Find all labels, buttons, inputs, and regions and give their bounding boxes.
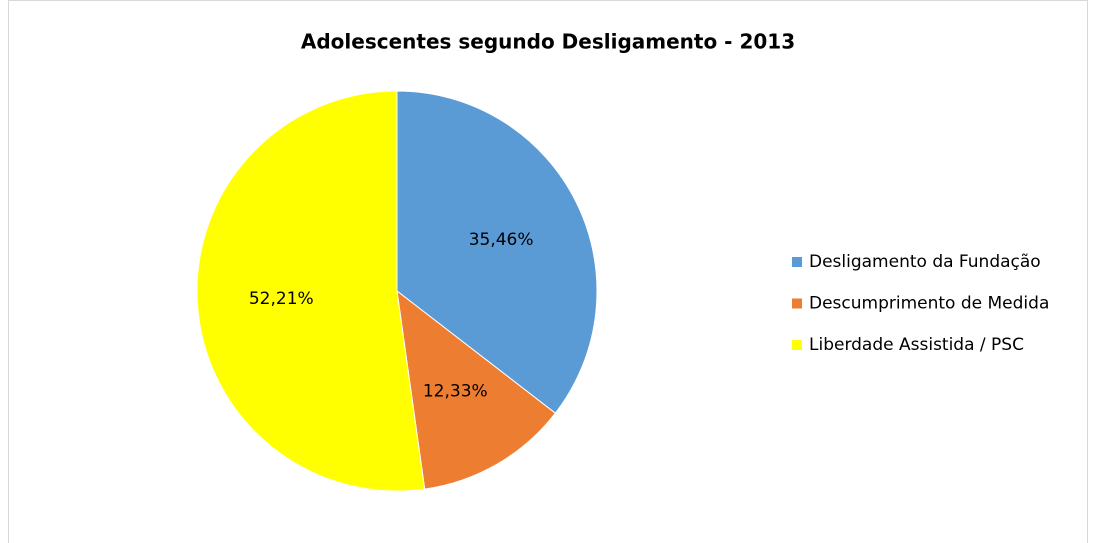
data-label: 35,46% xyxy=(469,230,534,250)
data-label: 12,33% xyxy=(423,381,488,401)
data-label: 52,21% xyxy=(249,289,314,309)
legend-label: Descumprimento de Medida xyxy=(809,294,1049,314)
legend-label: Desligamento da Fundação xyxy=(809,252,1041,272)
pie-slice xyxy=(196,90,426,492)
legend-swatch xyxy=(792,340,802,350)
legend-swatch xyxy=(792,257,802,267)
pie-slice xyxy=(396,289,557,490)
legend-label: Liberdade Assistida / PSC xyxy=(809,335,1024,355)
legend-swatch xyxy=(792,298,802,309)
pie-slice xyxy=(396,90,598,414)
chart-title: Adolescentes segundo Desligamento - 2013 xyxy=(301,30,795,54)
